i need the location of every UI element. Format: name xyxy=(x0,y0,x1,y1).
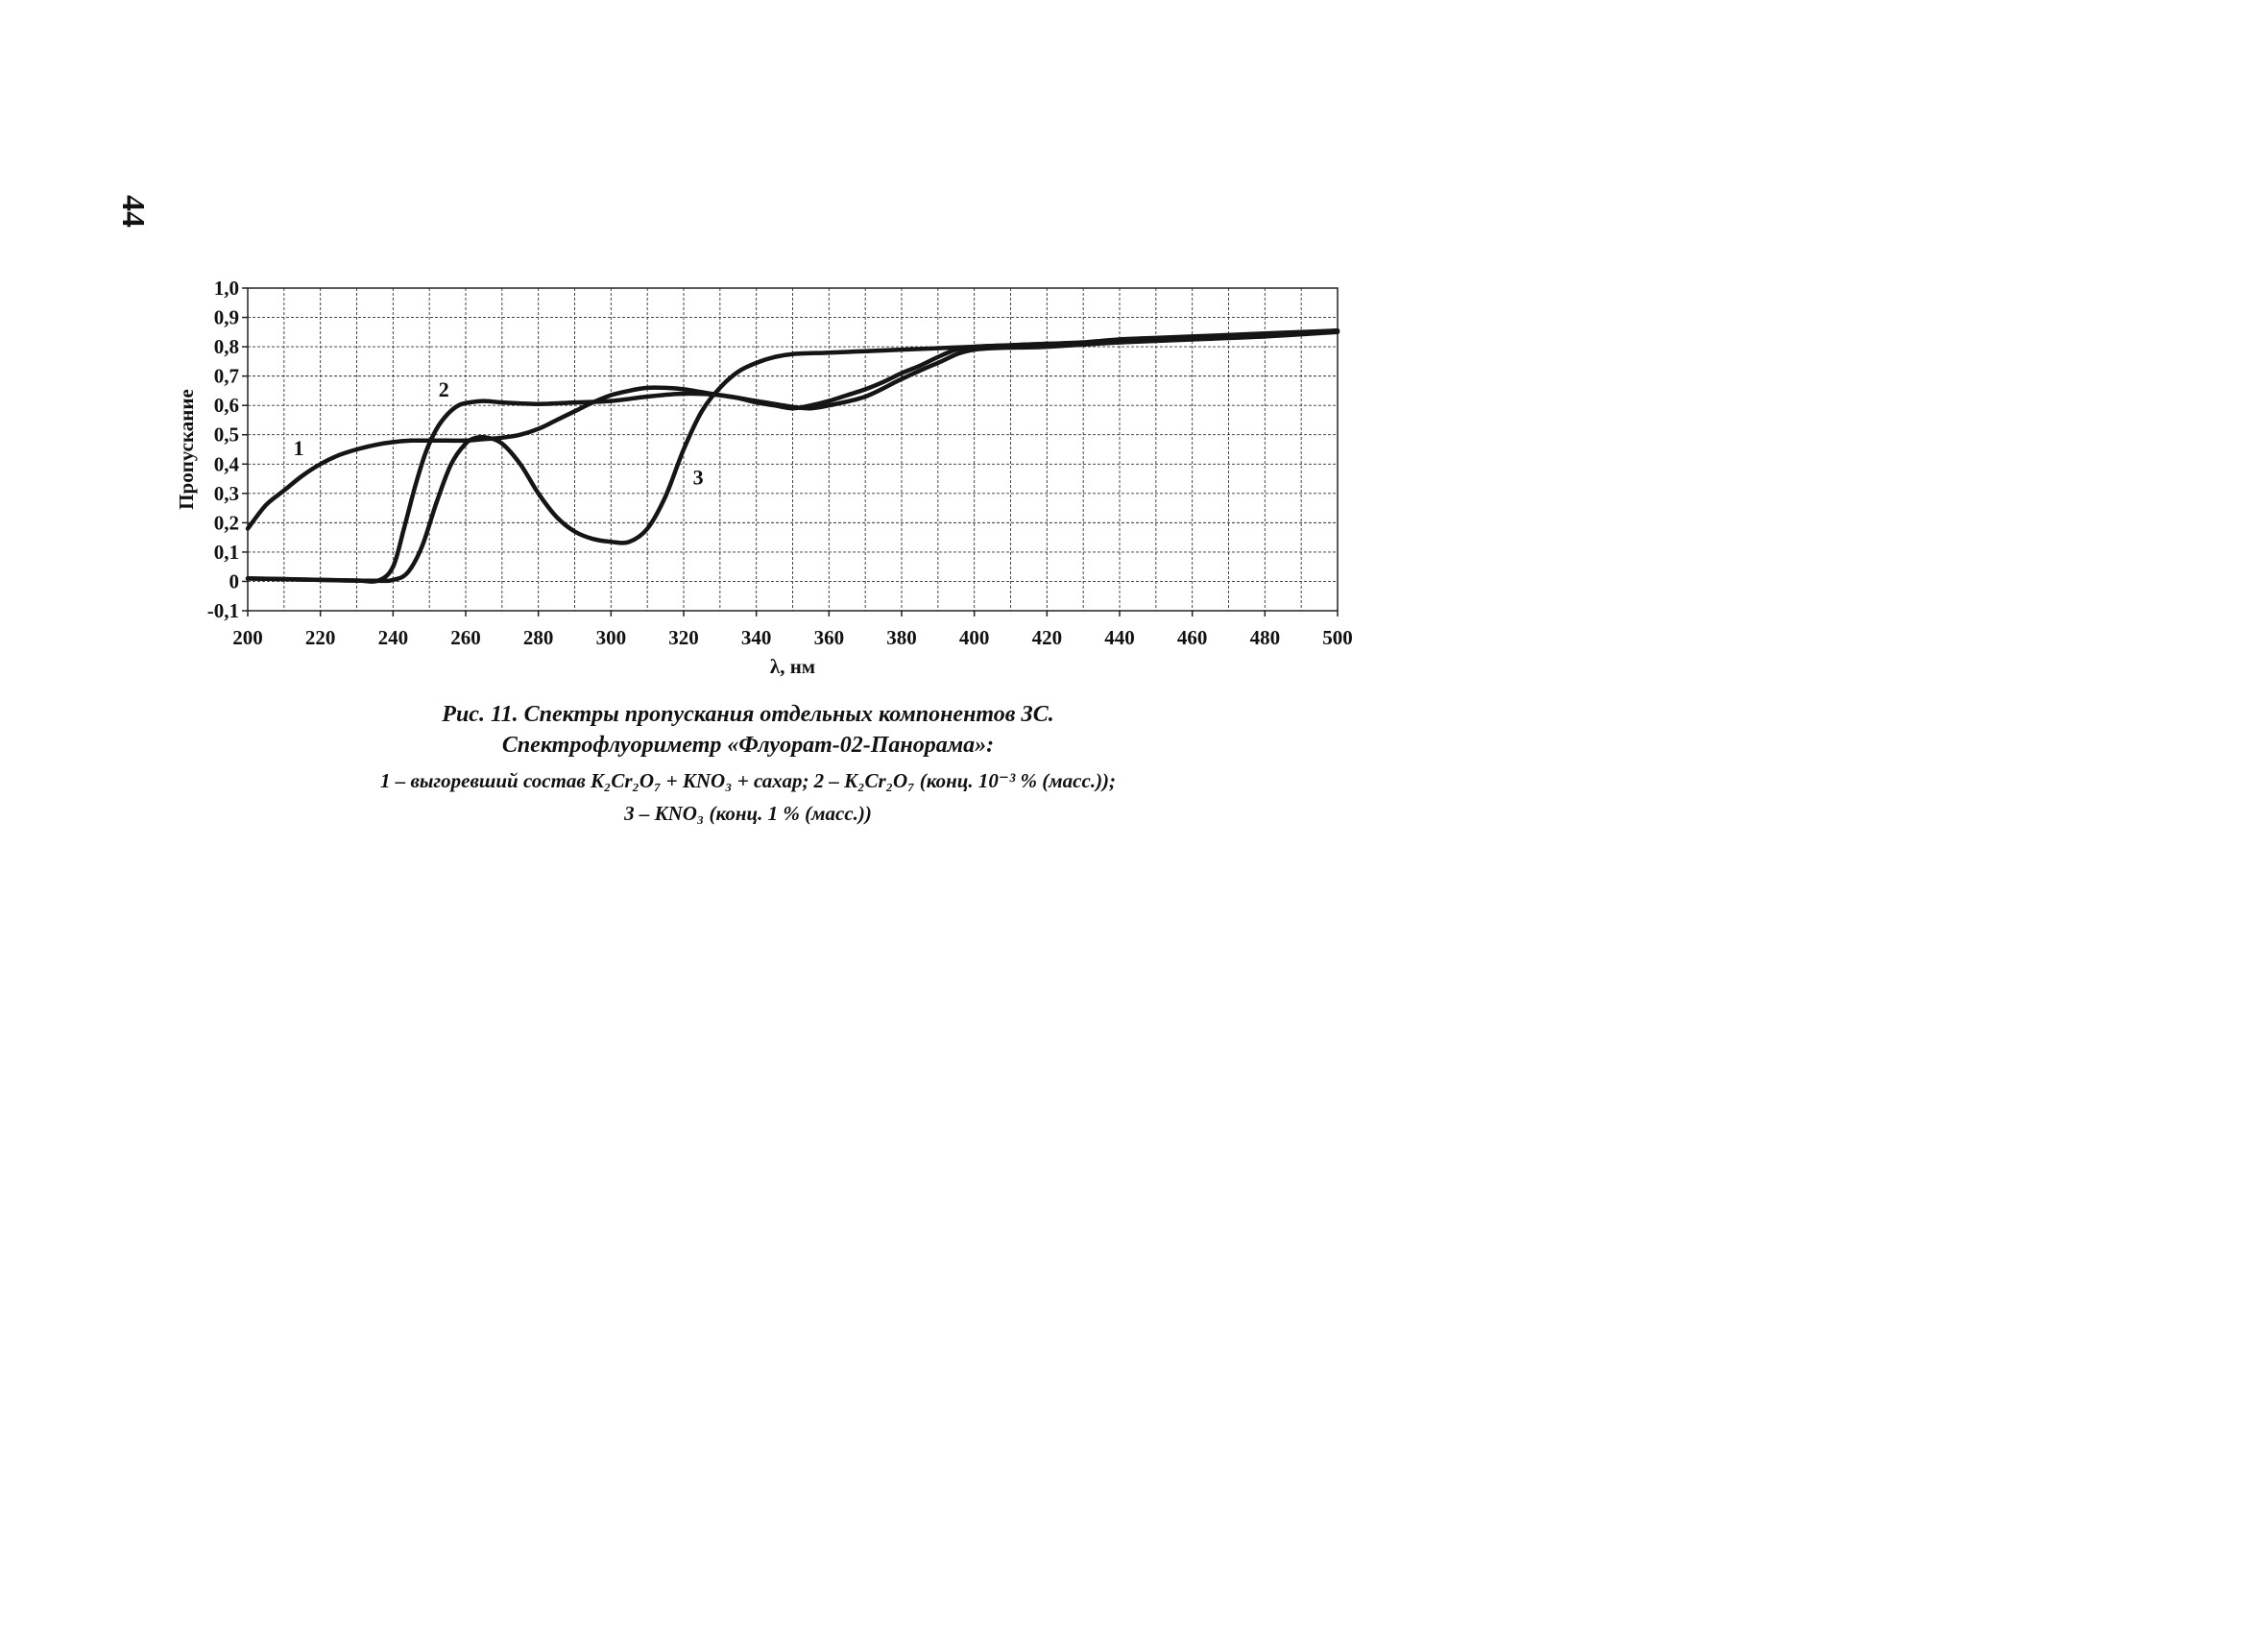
series-line-2 xyxy=(245,328,1340,584)
y-tick-label: 0,5 xyxy=(214,423,239,447)
y-tick-label: 0,8 xyxy=(214,335,239,358)
y-tick-label: 0 xyxy=(229,569,240,592)
x-tick-label: 360 xyxy=(814,626,845,649)
x-tick-label: 260 xyxy=(450,626,481,649)
plot-area-frame xyxy=(247,287,1339,612)
curve-label-2: 2 xyxy=(439,377,449,401)
chart-grid xyxy=(248,288,1338,611)
x-tick-label: 220 xyxy=(305,626,336,649)
series-layer xyxy=(245,328,1340,584)
caption-title-line-1: Рис. 11. Спектры пропускания отдельных к… xyxy=(442,702,1054,727)
x-tick-label: 440 xyxy=(1104,626,1135,649)
x-tick-label: 500 xyxy=(1322,626,1353,649)
x-tick-label: 420 xyxy=(1032,626,1063,649)
x-tick-label: 480 xyxy=(1250,626,1281,649)
y-tick-label: 0,2 xyxy=(214,511,239,534)
x-tick-label: 340 xyxy=(741,626,772,649)
x-tick-label: 400 xyxy=(959,626,990,649)
curve-label-3: 3 xyxy=(693,466,704,490)
x-tick-label: 200 xyxy=(232,626,263,649)
caption-title-line-2: Спектрофлуориметр «Флуорат-02-Панорама»: xyxy=(501,733,995,759)
y-tick-label: 0,4 xyxy=(214,452,240,475)
x-tick-label: 280 xyxy=(523,626,554,649)
caption-legend-line-1: 1 – выгоревший состав K₂Cr₂O₇ + KNO₃ + с… xyxy=(379,768,1117,792)
y-tick-label: 0,6 xyxy=(214,394,239,417)
x-axis-label: λ, нм xyxy=(770,655,815,678)
figure-caption: Рис. 11. Спектры пропускания отдельных к… xyxy=(0,699,1496,827)
y-tick-label: 0,3 xyxy=(214,482,239,505)
y-axis-label: Пропускание xyxy=(175,389,198,510)
x-tick-label: 300 xyxy=(596,626,627,649)
x-tick-label: 320 xyxy=(668,626,699,649)
caption-legend-line-2: 3 – KNO₃ (конц. 1 % (масс.)) xyxy=(624,802,872,826)
y-tick-label: 1,0 xyxy=(214,277,239,300)
series-line-3 xyxy=(245,329,1340,584)
curve-label-1: 1 xyxy=(293,436,303,460)
axis-ticks: 200 220 240 260 280 300 320 340 360 380 400 420 440 4… xyxy=(207,277,1353,649)
y-tick-label: 0,7 xyxy=(214,365,239,388)
x-tick-label: 240 xyxy=(378,626,409,649)
y-tick-label: 0,9 xyxy=(214,306,239,329)
x-tick-label: 380 xyxy=(886,626,917,649)
transmission-chart: 200 220 240 260 280 300 320 340 360 380 400 420 440 4… xyxy=(175,277,1353,678)
x-tick-label: 460 xyxy=(1177,626,1208,649)
y-tick-label: -0,1 xyxy=(207,599,239,622)
y-tick-label: 0,1 xyxy=(214,541,239,564)
curve-labels: 1 2 3 xyxy=(293,377,703,490)
